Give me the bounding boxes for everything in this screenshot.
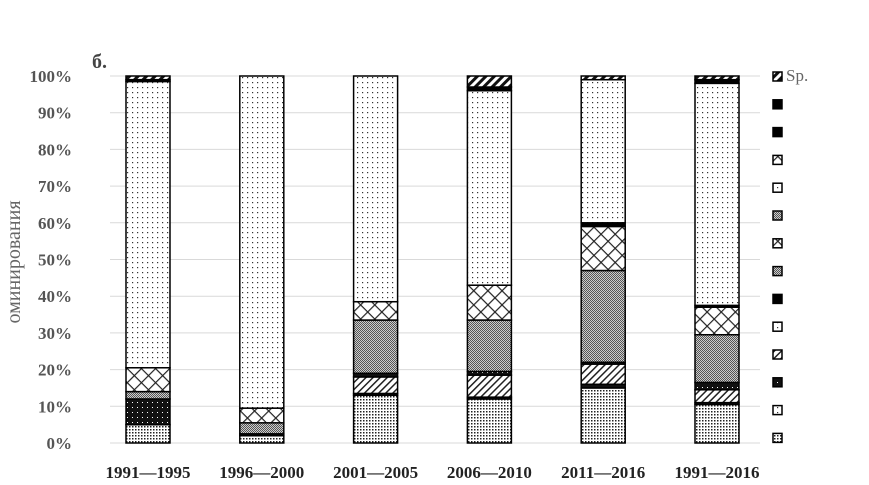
y-tick-label: 70% xyxy=(38,177,72,196)
x-tick-label: 2001—2005 xyxy=(333,463,418,482)
bar-segment xyxy=(694,82,740,307)
y-tick-label: 40% xyxy=(38,287,72,306)
y-tick-label: 20% xyxy=(38,361,72,380)
bar-stack xyxy=(125,75,171,444)
bar-segment xyxy=(466,374,513,398)
bar-segment xyxy=(239,434,285,444)
bar-segment xyxy=(466,398,513,444)
legend-swatch xyxy=(772,154,783,166)
y-tick-label: 50% xyxy=(38,251,72,270)
y-tick-label: 10% xyxy=(38,397,72,416)
legend-swatch xyxy=(772,349,783,360)
bar-stack xyxy=(694,75,740,444)
x-tick-label: 1991—2016 xyxy=(675,463,760,482)
y-tick-label: 0% xyxy=(47,434,73,453)
y-tick-label: 100% xyxy=(30,67,73,86)
x-tick-label: 1991—1995 xyxy=(106,463,191,482)
bar-segment xyxy=(466,319,513,373)
bar-segment xyxy=(125,398,171,426)
bar-segment xyxy=(694,381,740,391)
legend-swatch xyxy=(772,404,783,416)
bar-segment xyxy=(125,423,171,444)
legend-swatch xyxy=(772,265,783,277)
bar-segment xyxy=(580,387,626,444)
bar-segment xyxy=(352,300,399,321)
bar-segment xyxy=(694,403,740,444)
bar-segment xyxy=(694,306,740,336)
legend-swatch xyxy=(772,238,783,249)
bar-segment xyxy=(580,75,626,81)
bar-stack xyxy=(239,75,285,444)
bar-segment xyxy=(125,75,171,81)
y-tick-label: 30% xyxy=(38,324,72,343)
legend-swatch xyxy=(772,377,783,388)
bar-segment xyxy=(125,390,171,400)
bar-segment xyxy=(125,367,171,393)
bar-stack xyxy=(580,75,626,444)
bar-segment xyxy=(352,376,399,395)
bar-stack xyxy=(466,75,513,444)
bar-segment xyxy=(580,363,626,386)
bar-segment xyxy=(466,75,513,88)
y-tick-label: 80% xyxy=(38,140,72,159)
bar-segment xyxy=(352,394,399,444)
legend-swatch xyxy=(772,210,783,221)
bar-segment xyxy=(694,75,740,81)
bar-segment xyxy=(580,269,626,364)
bar-segment xyxy=(466,89,513,286)
x-tick-label: 2006—2010 xyxy=(447,463,532,482)
y-tick-label: 60% xyxy=(38,214,72,233)
legend-swatch xyxy=(772,432,783,444)
legend-swatch xyxy=(772,293,783,305)
bar-segment xyxy=(352,319,399,375)
legend-swatch xyxy=(772,71,783,82)
legend-swatch xyxy=(772,99,783,110)
bar-segment xyxy=(694,389,740,404)
bar-segment xyxy=(239,75,285,409)
x-tick-label: 1996—2000 xyxy=(219,463,304,482)
y-axis-label: оминирования xyxy=(3,200,25,323)
bar-segment xyxy=(352,75,399,303)
legend-label-sp: Sp. xyxy=(786,66,808,85)
panel-label: б. xyxy=(92,51,107,73)
x-tick-label: 2011—2016 xyxy=(561,463,645,482)
bar-segment xyxy=(239,422,285,435)
bar-segment xyxy=(239,407,285,424)
bar-segment xyxy=(125,80,171,369)
legend-swatch xyxy=(772,126,783,138)
bar-segment xyxy=(694,333,740,384)
legend-swatch xyxy=(772,182,783,193)
bar-segment xyxy=(580,78,626,224)
bar-segment xyxy=(466,284,513,321)
legend-swatch xyxy=(772,321,783,332)
bar-segment xyxy=(580,225,626,272)
bar-stack xyxy=(352,75,399,444)
y-tick-label: 90% xyxy=(38,104,72,123)
